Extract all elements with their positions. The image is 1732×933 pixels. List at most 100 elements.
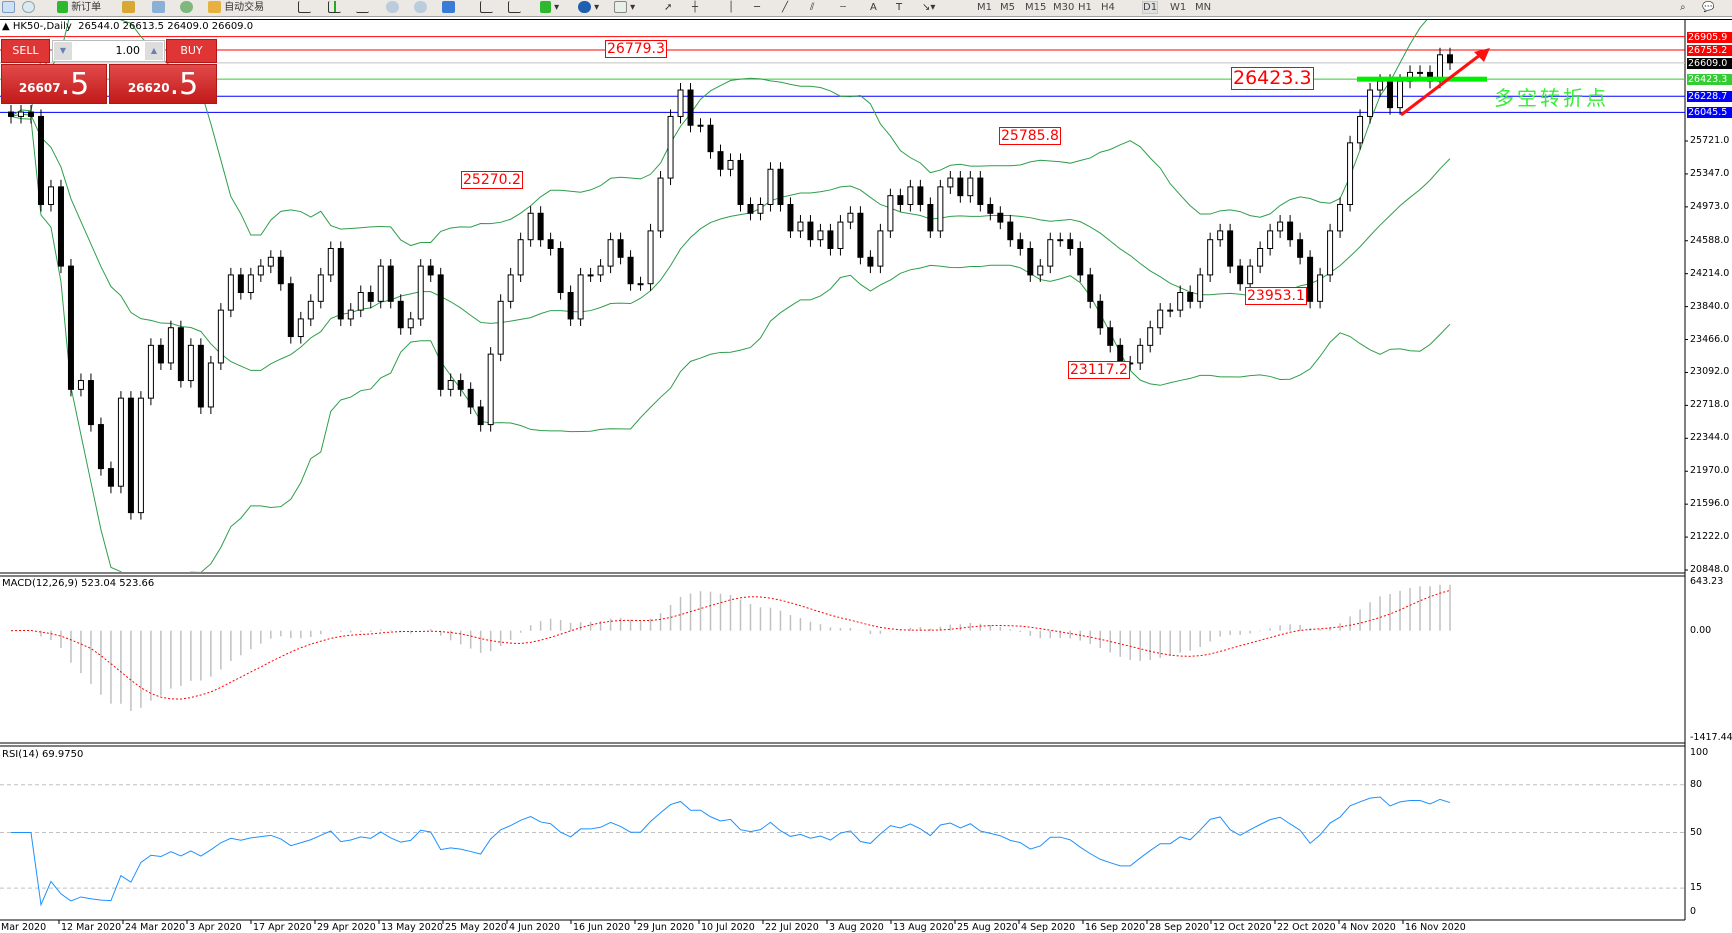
- y-tick-label: 21222.0: [1690, 531, 1730, 543]
- timeframe-mn[interactable]: MN: [1195, 2, 1212, 13]
- indicators-icon[interactable]: ▾: [540, 1, 559, 15]
- autotrade-button[interactable]: 自动交易: [208, 1, 264, 15]
- bar-chart-icon[interactable]: [298, 1, 311, 15]
- candle-body: [407, 318, 414, 329]
- equidistant-channel-icon[interactable]: ⫽: [810, 2, 815, 13]
- new-chart-icon[interactable]: [2, 1, 15, 15]
- search-icon[interactable]: ⌕: [1680, 2, 1686, 13]
- zoom-icon[interactable]: [22, 1, 35, 15]
- x-tick-label: 4 Nov 2020: [1341, 922, 1396, 933]
- candle-body: [1027, 247, 1034, 276]
- candle: [1177, 285, 1184, 318]
- timeframe-d1[interactable]: D1: [1141, 1, 1159, 14]
- candle-body: [467, 388, 474, 408]
- candle-body: [17, 111, 24, 117]
- price-chart[interactable]: [0, 19, 1732, 933]
- candle: [467, 382, 474, 415]
- text-icon[interactable]: A: [870, 2, 877, 13]
- macd-label: MACD(12,26,9) 523.04 523.66: [2, 578, 155, 589]
- candle: [687, 82, 694, 133]
- timeframe-m30[interactable]: M30: [1053, 2, 1075, 13]
- candle: [587, 267, 594, 282]
- timeframe-w1[interactable]: W1: [1170, 2, 1187, 13]
- candle-body: [367, 292, 374, 302]
- candle-body: [117, 397, 124, 487]
- candle-body: [857, 212, 864, 258]
- candle: [937, 179, 944, 238]
- candle: [1267, 223, 1274, 256]
- candle-body: [307, 300, 314, 320]
- candle-body: [527, 212, 534, 241]
- templates-icon[interactable]: ▾: [614, 1, 635, 15]
- candle: [1017, 232, 1024, 256]
- tile-windows-icon[interactable]: [442, 1, 455, 15]
- timeframe-m15[interactable]: M15: [1025, 2, 1047, 13]
- candle: [87, 373, 94, 432]
- y-tick-label: 20848.0: [1690, 564, 1730, 576]
- arrows-icon[interactable]: ↘▾: [922, 2, 936, 13]
- candle: [947, 171, 954, 194]
- fibonacci-icon[interactable]: ┄: [840, 2, 847, 13]
- periods-icon[interactable]: ▾: [578, 1, 599, 15]
- zoom-in-icon[interactable]: [386, 1, 399, 15]
- candle-body: [517, 239, 524, 276]
- horizontal-line-icon[interactable]: ─: [754, 2, 761, 13]
- lot-increase-button[interactable]: ▲: [145, 42, 163, 60]
- timeframe-m1[interactable]: M1: [977, 2, 992, 13]
- navigator-icon[interactable]: [152, 1, 165, 15]
- candle: [457, 373, 464, 397]
- trendline-icon[interactable]: ╱: [782, 2, 789, 13]
- sell-price-button[interactable]: 26607.5: [1, 64, 107, 104]
- chart-shift-icon[interactable]: [508, 1, 521, 15]
- candle: [1187, 285, 1194, 309]
- timeframe-h4[interactable]: H4: [1101, 2, 1115, 13]
- market-watch-icon[interactable]: [122, 1, 135, 15]
- candle: [487, 347, 494, 432]
- candle: [1217, 223, 1224, 247]
- timeframe-m5[interactable]: M5: [1000, 2, 1015, 13]
- line-chart-icon[interactable]: [356, 1, 369, 15]
- candle: [177, 320, 184, 388]
- auto-scroll-icon[interactable]: [480, 1, 493, 15]
- lot-decrease-button[interactable]: ▼: [54, 42, 72, 60]
- buy-button[interactable]: BUY: [166, 39, 217, 63]
- crosshair-icon[interactable]: ┼: [692, 2, 699, 13]
- candle: [227, 267, 234, 318]
- candle-body: [417, 265, 424, 320]
- candle-body: [257, 265, 264, 276]
- text-label-icon[interactable]: T: [896, 2, 903, 13]
- candle: [747, 197, 754, 221]
- candle-body: [1167, 309, 1174, 312]
- candle-body: [487, 353, 494, 426]
- candle-body: [867, 256, 874, 267]
- candle: [367, 285, 374, 309]
- macd-signal-line: [10, 589, 1451, 700]
- vertical-line-icon[interactable]: │: [728, 2, 735, 13]
- zoom-out-icon[interactable]: [414, 1, 427, 15]
- rsi-tick-label: 50: [1690, 826, 1703, 838]
- candle-body: [497, 300, 504, 355]
- candle-body: [967, 177, 974, 197]
- candle-body: [787, 203, 794, 232]
- x-tick-label: 4 Jun 2020: [509, 922, 561, 933]
- candle: [157, 338, 164, 370]
- macd-tick-label: 643.23: [1690, 576, 1724, 587]
- sell-button[interactable]: SELL: [1, 39, 50, 63]
- candle-body: [147, 344, 154, 399]
- candle: [137, 391, 144, 520]
- candle: [387, 259, 394, 309]
- lot-size-input[interactable]: ▼ 1.00 ▲: [52, 40, 165, 62]
- candle: [917, 179, 924, 212]
- buy-price-button[interactable]: 26620.5: [109, 64, 217, 104]
- timeframe-h1[interactable]: H1: [1078, 2, 1092, 13]
- candle-chart-icon[interactable]: [328, 1, 341, 15]
- cursor-icon[interactable]: ➚: [664, 2, 673, 13]
- candle-body: [1257, 247, 1264, 267]
- chat-icon[interactable]: 💬: [1702, 2, 1715, 13]
- signal-icon[interactable]: [180, 1, 193, 15]
- candle-body: [97, 424, 104, 470]
- candle: [347, 303, 354, 326]
- candle-body: [1327, 230, 1334, 276]
- new-order-button[interactable]: 新订单: [57, 1, 101, 15]
- candle-body: [567, 292, 574, 320]
